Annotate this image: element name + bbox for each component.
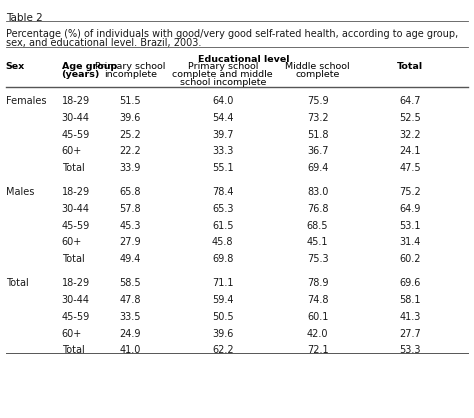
Text: 24.1: 24.1	[399, 146, 421, 156]
Text: 62.2: 62.2	[212, 345, 234, 355]
Text: Percentage (%) of individuals with good/very good self-rated health, according t: Percentage (%) of individuals with good/…	[6, 29, 458, 39]
Text: 30-44: 30-44	[62, 113, 90, 123]
Text: 25.2: 25.2	[119, 130, 141, 140]
Text: 60.1: 60.1	[307, 312, 328, 322]
Text: 64.7: 64.7	[399, 96, 421, 106]
Text: 18-29: 18-29	[62, 278, 90, 288]
Text: 65.8: 65.8	[119, 187, 141, 197]
Text: Males: Males	[6, 187, 34, 197]
Text: 69.8: 69.8	[212, 254, 234, 264]
Text: 55.1: 55.1	[212, 163, 234, 173]
Text: 45.1: 45.1	[307, 237, 328, 247]
Text: 75.9: 75.9	[307, 96, 328, 106]
Text: 39.6: 39.6	[119, 113, 141, 123]
Text: 47.8: 47.8	[119, 295, 141, 305]
Text: 49.4: 49.4	[119, 254, 141, 264]
Text: 52.5: 52.5	[399, 113, 421, 123]
Text: (years): (years)	[62, 70, 100, 79]
Text: 57.8: 57.8	[119, 204, 141, 214]
Text: 45-59: 45-59	[62, 221, 90, 231]
Text: 65.3: 65.3	[212, 204, 234, 214]
Text: sex, and educational level. Brazil, 2003.: sex, and educational level. Brazil, 2003…	[6, 38, 201, 48]
Text: 69.4: 69.4	[307, 163, 328, 173]
Text: 45-59: 45-59	[62, 130, 90, 140]
Text: 33.5: 33.5	[119, 312, 141, 322]
Text: Sex: Sex	[6, 62, 25, 71]
Text: Total: Total	[62, 163, 84, 173]
Text: 60+: 60+	[62, 329, 82, 339]
Text: 32.2: 32.2	[399, 130, 421, 140]
Text: incomplete: incomplete	[104, 70, 157, 79]
Text: 51.5: 51.5	[119, 96, 141, 106]
Text: school incomplete: school incomplete	[180, 78, 266, 87]
Text: Females: Females	[6, 96, 46, 106]
Text: 22.2: 22.2	[119, 146, 141, 156]
Text: 53.3: 53.3	[399, 345, 421, 355]
Text: Total: Total	[62, 254, 84, 264]
Text: Educational level: Educational level	[198, 55, 290, 64]
Text: 27.9: 27.9	[119, 237, 141, 247]
Text: 71.1: 71.1	[212, 278, 234, 288]
Text: 36.7: 36.7	[307, 146, 328, 156]
Text: 47.5: 47.5	[399, 163, 421, 173]
Text: 74.8: 74.8	[307, 295, 328, 305]
Text: 53.1: 53.1	[399, 221, 421, 231]
Text: 45.8: 45.8	[212, 237, 234, 247]
Text: 59.4: 59.4	[212, 295, 234, 305]
Text: Table 2: Table 2	[6, 13, 43, 23]
Text: 68.5: 68.5	[307, 221, 328, 231]
Text: 33.9: 33.9	[119, 163, 141, 173]
Text: 54.4: 54.4	[212, 113, 234, 123]
Text: Total: Total	[62, 345, 84, 355]
Text: Primary school: Primary school	[95, 62, 165, 71]
Text: 27.7: 27.7	[399, 329, 421, 339]
Text: Total: Total	[6, 278, 28, 288]
Text: 58.5: 58.5	[119, 278, 141, 288]
Text: 39.7: 39.7	[212, 130, 234, 140]
Text: 39.6: 39.6	[212, 329, 234, 339]
Text: 42.0: 42.0	[307, 329, 328, 339]
Text: 73.2: 73.2	[307, 113, 328, 123]
Text: 60+: 60+	[62, 146, 82, 156]
Text: 33.3: 33.3	[212, 146, 234, 156]
Text: 78.4: 78.4	[212, 187, 234, 197]
Text: 78.9: 78.9	[307, 278, 328, 288]
Text: 30-44: 30-44	[62, 295, 90, 305]
Text: 31.4: 31.4	[399, 237, 421, 247]
Text: 75.2: 75.2	[399, 187, 421, 197]
Text: 30-44: 30-44	[62, 204, 90, 214]
Text: 60.2: 60.2	[399, 254, 421, 264]
Text: complete: complete	[295, 70, 340, 79]
Text: Total: Total	[397, 62, 423, 71]
Text: 18-29: 18-29	[62, 96, 90, 106]
Text: 45.3: 45.3	[119, 221, 141, 231]
Text: Age group: Age group	[62, 62, 117, 71]
Text: 18-29: 18-29	[62, 187, 90, 197]
Text: 50.5: 50.5	[212, 312, 234, 322]
Text: 76.8: 76.8	[307, 204, 328, 214]
Text: 72.1: 72.1	[307, 345, 328, 355]
Text: 83.0: 83.0	[307, 187, 328, 197]
Text: 69.6: 69.6	[399, 278, 421, 288]
Text: 45-59: 45-59	[62, 312, 90, 322]
Text: 60+: 60+	[62, 237, 82, 247]
Text: 51.8: 51.8	[307, 130, 328, 140]
Text: complete and middle: complete and middle	[173, 70, 273, 79]
Text: 61.5: 61.5	[212, 221, 234, 231]
Text: 41.0: 41.0	[119, 345, 141, 355]
Text: 58.1: 58.1	[399, 295, 421, 305]
Text: 24.9: 24.9	[119, 329, 141, 339]
Text: Primary school: Primary school	[188, 62, 258, 71]
Text: 41.3: 41.3	[399, 312, 421, 322]
Text: Middle school: Middle school	[285, 62, 350, 71]
Text: 64.9: 64.9	[399, 204, 421, 214]
Text: 75.3: 75.3	[307, 254, 328, 264]
Text: 64.0: 64.0	[212, 96, 234, 106]
